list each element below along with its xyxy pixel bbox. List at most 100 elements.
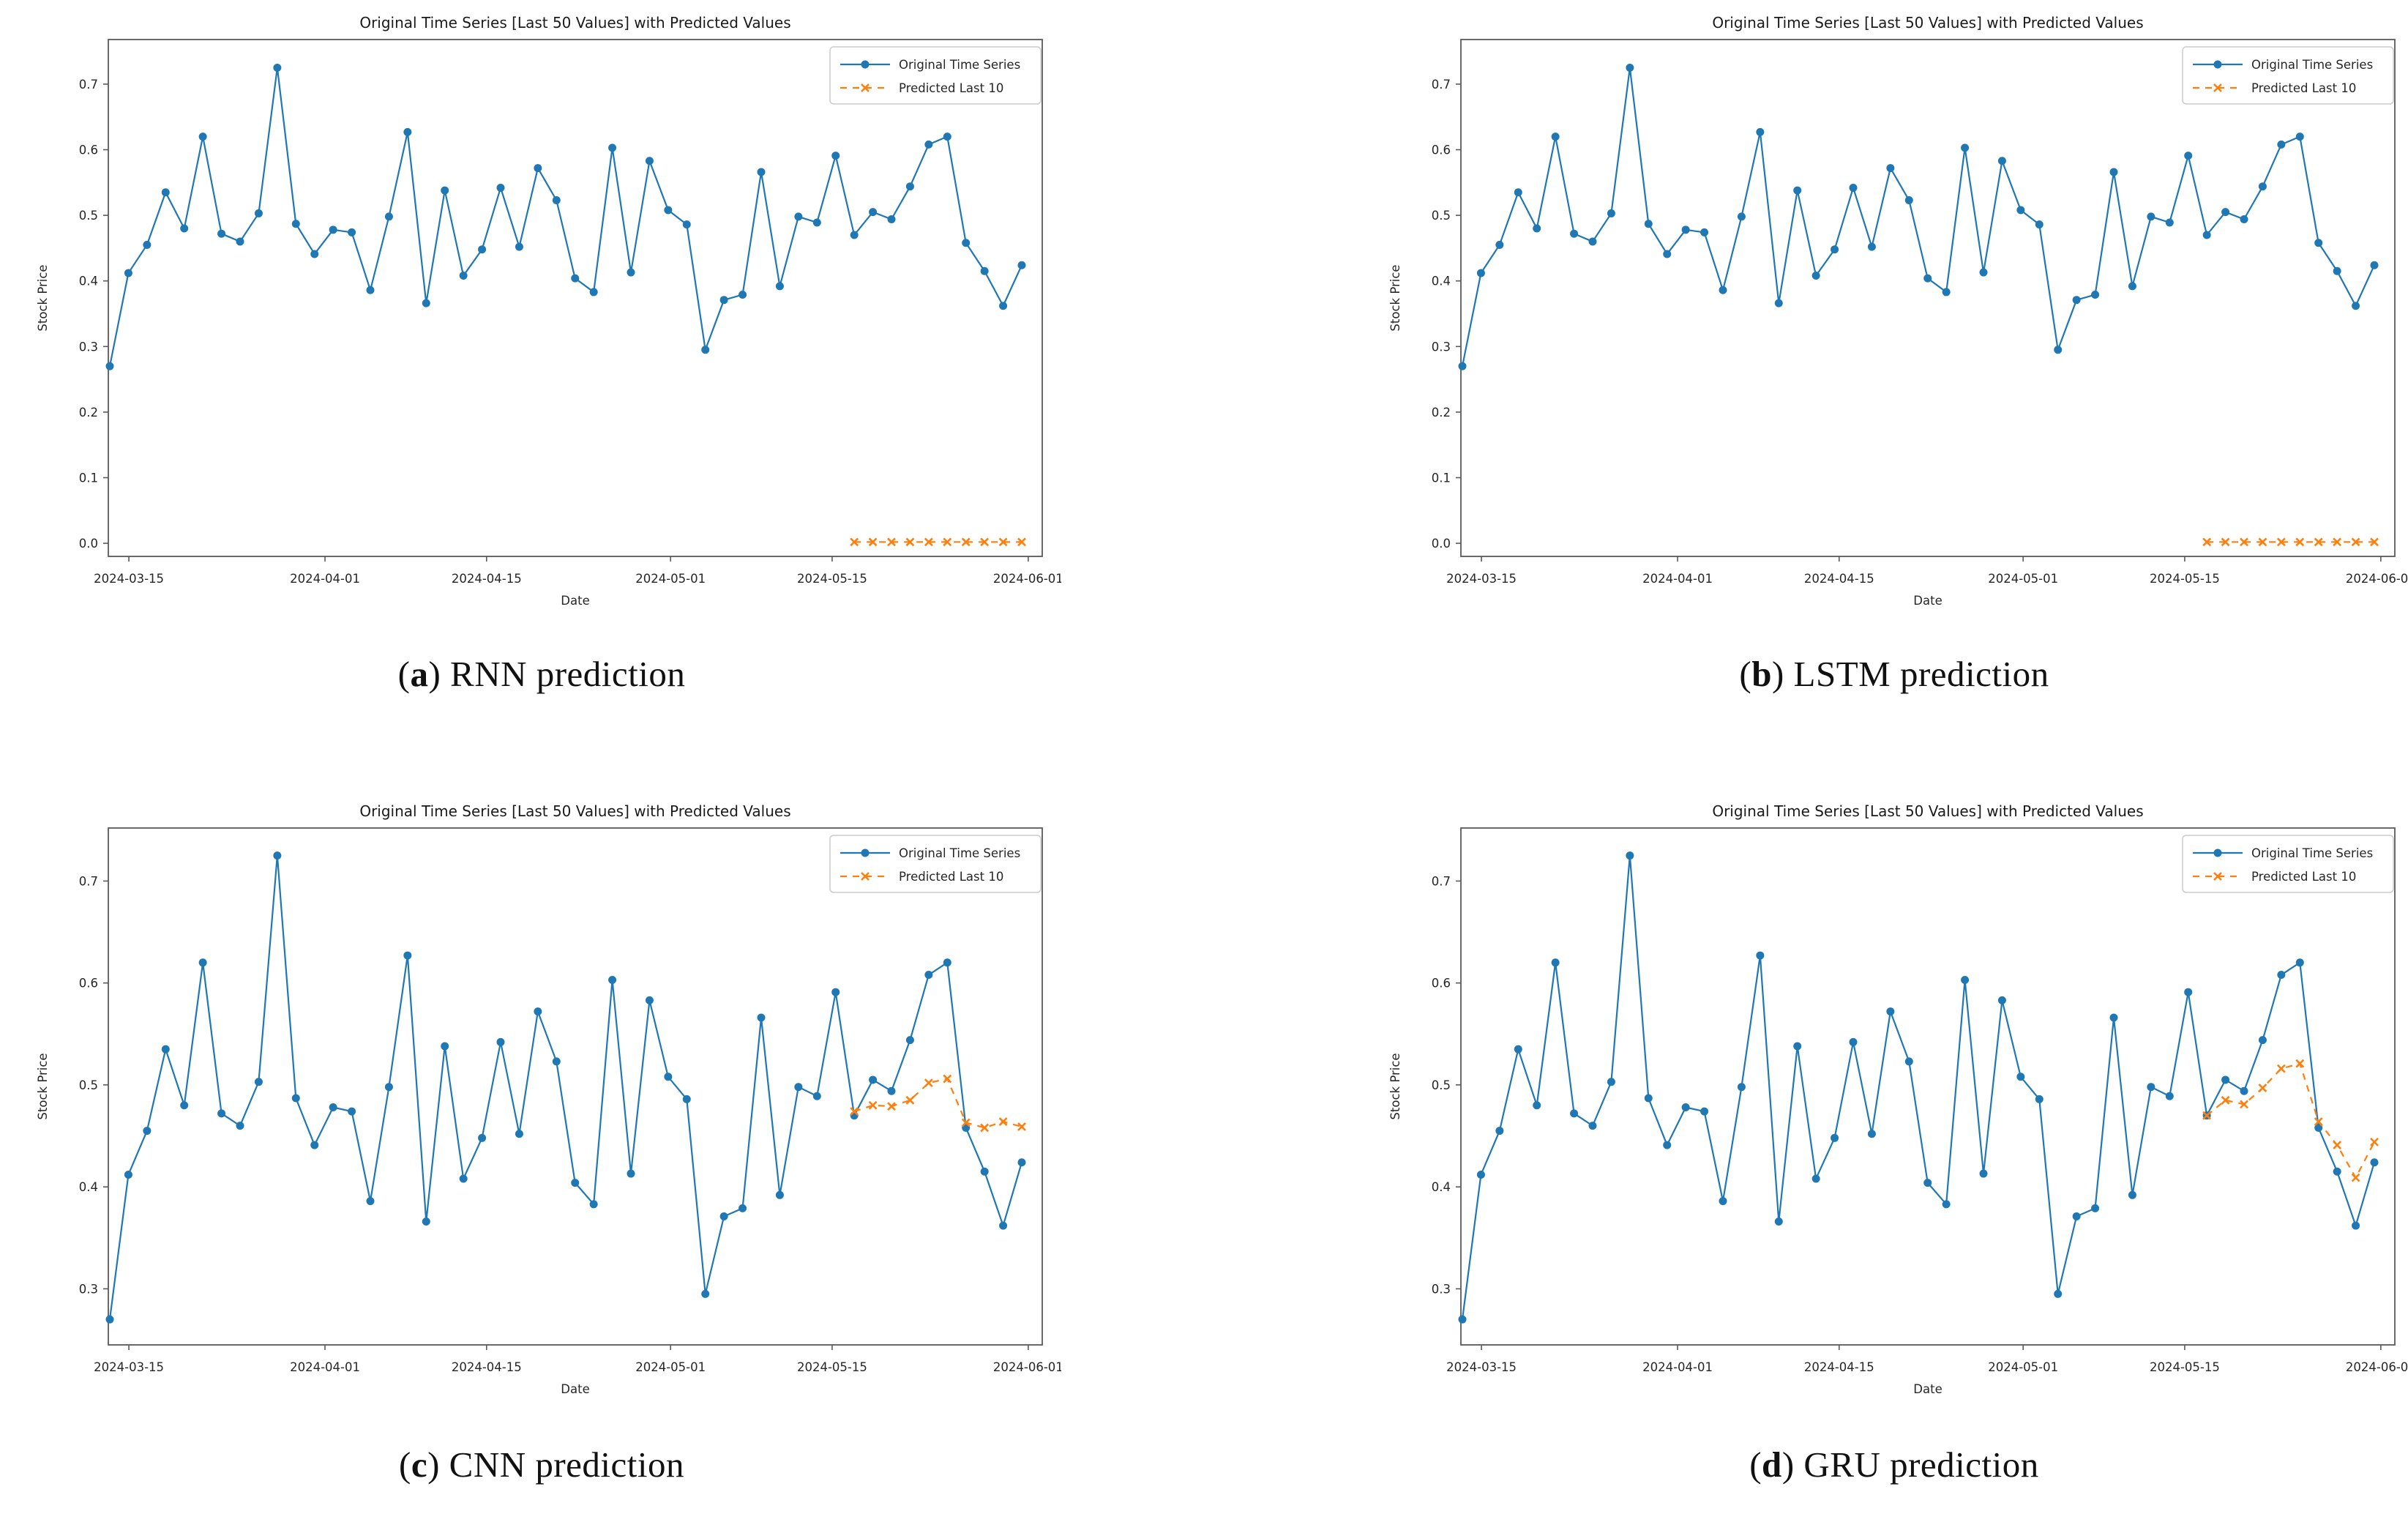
x-tick-label: 2024-04-15 [1804,572,1874,586]
predicted-series-marker [868,537,878,547]
original-series-point [1514,1045,1522,1054]
original-series-point [329,1103,337,1112]
original-series-point [478,245,487,254]
original-series-point [739,1204,747,1212]
original-series-point [1923,1179,1932,1187]
predicted-series-marker [961,1118,971,1127]
legend-box [829,46,1042,105]
original-series-point [2184,988,2193,996]
x-tick-label: 2024-05-01 [635,572,706,586]
original-series-point [2165,218,2174,227]
predicted-series-marker [905,1095,915,1105]
panel-rnn-chart: Original Time Series [Last 50 Values] wi… [22,6,1063,614]
predicted-series-marker [2333,1141,2342,1149]
original-series-point [2184,152,2193,160]
original-series-point [1681,225,1690,234]
original-series-point [2352,1221,2360,1230]
y-tick-label: 0.4 [1432,1180,1451,1194]
original-series-point [1737,212,1746,221]
original-series-point [1961,143,1970,152]
original-series-point [496,183,505,192]
predicted-series-marker [2351,537,2360,547]
original-series-point [627,268,635,277]
x-tick-label: 2024-04-01 [1642,572,1713,586]
legend-predicted-marker [861,83,870,92]
original-series-point [2128,1190,2136,1199]
caption-c: (c) CNN prediction [22,1429,1061,1499]
x-tick-label: 2024-03-15 [1446,572,1517,586]
original-series-line [108,854,1023,1320]
caption-c-letter: c [411,1444,428,1485]
original-series-point [217,229,226,238]
original-series-point [2091,291,2100,299]
original-series-point [775,282,784,291]
original-series-point [831,152,840,160]
predicted-series-marker [2314,1117,2323,1126]
x-tick-label: 2024-05-15 [797,1360,867,1374]
x-tick-label: 2024-05-01 [1988,572,2058,586]
original-series-point [515,1130,523,1138]
original-series-point [291,1094,300,1103]
original-series-point [1588,237,1597,246]
original-series-point [310,1141,319,1149]
original-series-point [924,971,933,980]
caption-a-label: RNN prediction [450,653,686,694]
x-axis-label: Date [1913,1382,1942,1396]
original-series-point [329,225,337,234]
original-series-point [869,1075,878,1084]
original-series-point [2202,231,2211,239]
predicted-series-marker [980,1123,990,1133]
original-series-point [719,296,728,305]
x-tick-label: 2024-05-15 [797,572,867,586]
original-series-point [2091,1204,2100,1212]
original-series-point [1831,1133,1839,1142]
original-series-point [2370,1158,2379,1167]
x-tick-label: 2024-04-15 [1804,1360,1874,1374]
predicted-series-marker [943,1074,952,1084]
original-series-point [143,1127,152,1136]
predicted-series-marker [2351,1173,2360,1182]
original-series-point [161,1045,170,1054]
original-series-point [589,1200,598,1209]
original-series-point [943,958,951,967]
original-series-point [1700,1107,1709,1116]
legend: Original Time Series Predicted Last 10 [829,46,1042,105]
original-series-point [1017,261,1026,269]
original-series-point [794,212,803,221]
predicted-series-marker [2221,537,2230,547]
predicted-series-marker [2240,1100,2248,1109]
original-series-point [1626,64,1634,72]
legend-predicted-label: Predicted Last 10 [899,870,1003,884]
predicted-series-marker [2295,537,2305,547]
original-series-point [124,269,132,277]
original-series-point [2352,302,2360,310]
original-series-point [571,274,580,283]
original-series-point [366,1197,375,1206]
original-series-point [905,1036,914,1045]
original-series-point [1533,1101,1541,1110]
predicted-series-marker [2202,537,2212,547]
original-series-point [552,196,561,205]
original-series-point [254,1078,263,1086]
original-series-point [812,1092,821,1100]
original-series-point [384,1083,393,1092]
original-series-point [2109,168,2118,176]
y-tick-label: 0.4 [1432,275,1451,288]
original-series-point [2277,971,2286,980]
y-tick-label: 0.3 [1432,340,1451,354]
legend-box [2182,46,2394,105]
original-series-point [1831,245,1839,254]
original-series-point [2035,220,2044,229]
original-series-point [1961,975,1970,984]
original-series-point [236,1122,244,1130]
y-tick-label: 0.2 [79,406,98,419]
original-series-point [273,64,282,72]
original-series-point [459,1174,468,1183]
original-series-point [1979,268,1988,277]
original-series-point [2016,1073,2025,1081]
original-series-point [1793,186,1802,195]
original-series-point [2147,212,2155,221]
original-series-point [2128,282,2136,291]
original-series-point [1570,1109,1579,1118]
original-series-point [1626,851,1634,860]
